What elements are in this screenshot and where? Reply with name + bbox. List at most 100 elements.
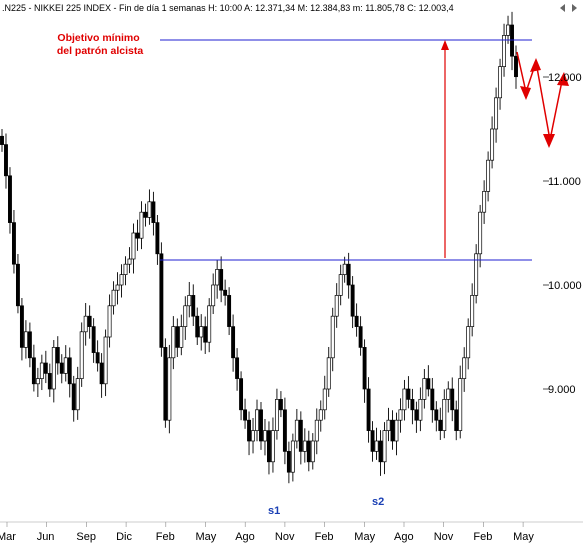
- x-tick-label: Nov: [275, 531, 295, 543]
- scroll-left-icon[interactable]: [558, 2, 568, 14]
- candle-body: [103, 336, 108, 385]
- candle-body: [187, 295, 192, 307]
- candle-body: [167, 357, 172, 421]
- candle-body: [374, 440, 379, 452]
- support-label-s1: s1: [268, 505, 280, 517]
- candle-body: [278, 399, 283, 411]
- candle-body: [450, 388, 455, 411]
- candle-body: [203, 326, 208, 343]
- candle-body: [458, 378, 463, 431]
- x-tick-label: Sep: [76, 531, 96, 543]
- candle-body: [346, 263, 351, 286]
- candle-body: [135, 232, 140, 239]
- candle-body: [143, 211, 148, 218]
- candle-body: [59, 362, 64, 374]
- candle-body: [63, 357, 68, 374]
- candle-body: [326, 357, 331, 390]
- candle-body: [462, 357, 467, 379]
- candle-body: [12, 222, 16, 265]
- zigzag-head-4: [557, 72, 569, 86]
- candle-body: [155, 222, 160, 255]
- candle-body: [434, 409, 439, 421]
- candle-body: [235, 357, 240, 379]
- candle-body: [478, 211, 483, 255]
- x-tick-label: Feb: [315, 531, 334, 543]
- candle-body: [39, 362, 44, 379]
- candle-body: [466, 326, 471, 359]
- x-tick-label: Nov: [434, 531, 454, 543]
- header-scroll-arrows[interactable]: [558, 2, 580, 14]
- candle-body: [270, 430, 275, 463]
- candle-body: [251, 430, 255, 442]
- candle-body: [95, 352, 100, 364]
- candle-body: [294, 419, 299, 442]
- candle-body: [366, 388, 371, 431]
- candle-body: [259, 409, 263, 442]
- candle-body: [442, 399, 447, 431]
- candle-body: [19, 305, 24, 348]
- candle-body: [354, 315, 359, 327]
- support-label-s2: s2: [372, 496, 384, 508]
- candle-body: [498, 66, 503, 99]
- candle-body: [474, 253, 479, 296]
- candle-body: [207, 305, 212, 343]
- candle-body: [27, 331, 32, 359]
- candle-body: [386, 419, 391, 431]
- candle-body: [75, 378, 80, 411]
- candle-body: [446, 388, 451, 400]
- candle-body: [151, 201, 156, 223]
- x-tick-label: Jun: [37, 531, 55, 543]
- x-axis: Mar Jun Sep Dic Feb May Ago Nov Feb May Ago Nov Feb M…: [0, 522, 534, 543]
- y-tick-label: 12.000: [548, 72, 582, 84]
- candle-body: [183, 305, 188, 327]
- candle-body: [398, 409, 403, 421]
- candle-body: [486, 159, 491, 192]
- candle-body: [115, 284, 120, 291]
- candle-body: [67, 357, 72, 385]
- candle-body: [394, 419, 399, 442]
- candle-body: [370, 430, 375, 452]
- candle-body: [215, 269, 220, 286]
- target-annotation: Objetivo mínimo del patrón alcista: [57, 32, 144, 57]
- candle-body: [147, 201, 152, 218]
- candle-body: [282, 409, 287, 452]
- candle-body: [171, 326, 176, 359]
- candle-body: [334, 295, 339, 317]
- candle-body: [322, 388, 327, 411]
- candlestick-series: [0, 11, 518, 484]
- x-tick-label: May: [513, 531, 534, 543]
- candle-body: [47, 373, 52, 390]
- candle-body: [402, 388, 407, 411]
- candle-body: [127, 258, 132, 265]
- candle-body: [239, 378, 244, 411]
- zigzag-head-3: [543, 134, 555, 148]
- candle-body: [15, 263, 20, 307]
- candle-body: [390, 419, 395, 442]
- candle-body: [438, 419, 443, 431]
- candle-body: [514, 55, 518, 78]
- candle-body: [406, 388, 411, 400]
- x-tick-label: Ago: [235, 531, 255, 543]
- scroll-right-icon[interactable]: [569, 2, 579, 14]
- candle-body: [91, 326, 96, 353]
- x-tick-label: May: [196, 531, 217, 543]
- target-annotation-line-2: del patrón alcista: [57, 45, 144, 57]
- candle-body: [123, 263, 128, 275]
- candle-body: [330, 315, 335, 359]
- candle-body: [55, 347, 60, 364]
- candle-body: [231, 326, 236, 359]
- candle-body: [382, 430, 387, 463]
- candle-body: [139, 211, 144, 239]
- candle-body: [8, 175, 12, 223]
- candle-body: [314, 419, 319, 442]
- x-tick-label: Ago: [394, 531, 414, 543]
- candle-body: [482, 191, 487, 213]
- candle-body: [318, 409, 323, 421]
- candle-body: [454, 409, 459, 431]
- projection-zigzag: [516, 51, 564, 141]
- candle-body: [418, 399, 423, 421]
- candle-body: [199, 326, 204, 338]
- x-tick-label: Feb: [473, 531, 492, 543]
- candle-body: [255, 409, 259, 431]
